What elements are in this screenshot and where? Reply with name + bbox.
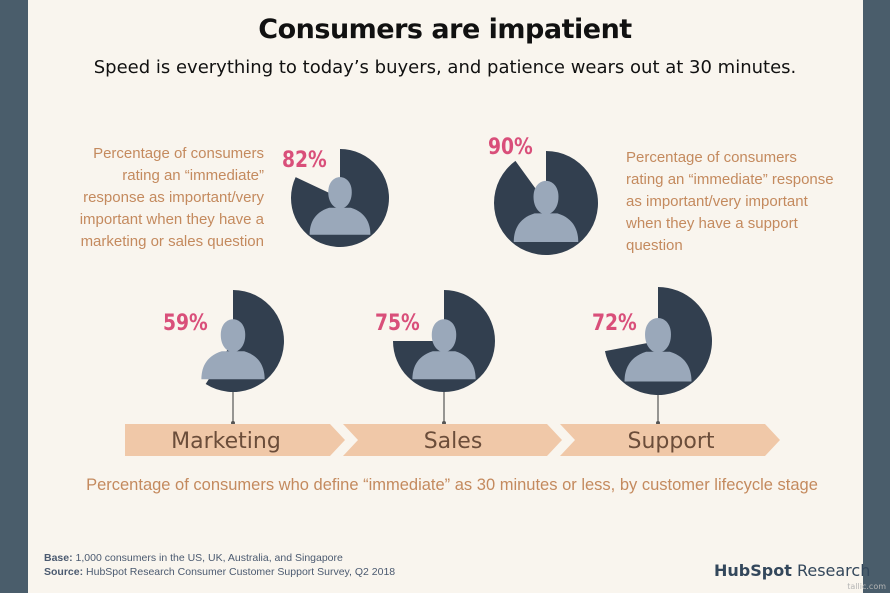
percent-label-marketing: 59% xyxy=(163,311,208,336)
source-label: Source: xyxy=(44,566,84,578)
watermark: tallic.com xyxy=(847,582,886,591)
stage-arrow-support xyxy=(560,424,780,456)
page-subtitle: Speed is everything to today’s buyers, a… xyxy=(93,57,797,78)
source-note: Source: HubSpot Research Consumer Custom… xyxy=(44,566,395,578)
stage-arrow-sales xyxy=(343,424,562,456)
person-silhouette-icon xyxy=(201,319,265,380)
base-note: Base: 1,000 consumers in the US, UK, Aus… xyxy=(44,552,343,564)
brand-suffix: Research xyxy=(796,561,871,580)
base-label: Base: xyxy=(44,552,73,564)
person-silhouette-icon xyxy=(513,180,579,242)
stage-label-sales: Sales xyxy=(424,429,483,454)
description-marketing-sales: Percentage of consumers rating an “immed… xyxy=(79,145,264,250)
percent-label-support: 72% xyxy=(592,311,637,336)
stage-label-marketing: Marketing xyxy=(171,429,281,454)
percent-label-sales: 75% xyxy=(375,311,420,336)
base-text: 1,000 consumers in the US, UK, Australia… xyxy=(75,552,343,564)
hubspot-research-logo: HubSpot Research xyxy=(714,561,870,580)
stage-arrow-marketing xyxy=(125,424,345,456)
percent-label-support-question: 90% xyxy=(488,135,533,160)
percent-label-marketing-sales: 82% xyxy=(282,148,327,173)
person-silhouette-icon xyxy=(309,177,371,235)
page-title: Consumers are impatient xyxy=(258,14,632,45)
person-silhouette-icon xyxy=(624,317,692,382)
brand-name: HubSpot xyxy=(714,561,792,580)
source-text: HubSpot Research Consumer Customer Suppo… xyxy=(86,566,396,578)
description-support: Percentage of consumers rating an “immed… xyxy=(626,149,834,254)
stage-label-support: Support xyxy=(628,429,715,454)
person-silhouette-icon xyxy=(412,319,476,380)
chart-caption: Percentage of consumers who define “imme… xyxy=(86,476,818,494)
